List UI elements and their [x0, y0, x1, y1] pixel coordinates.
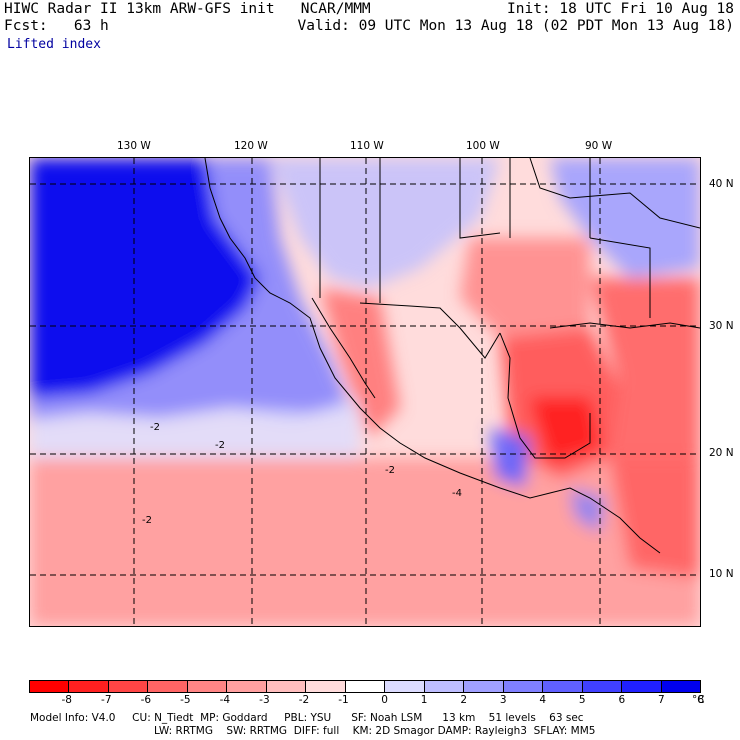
lon-label-130w: 130 W	[117, 140, 151, 152]
header-title: HIWC Radar II 13km ARW-GFS init NCAR/MMM	[4, 1, 371, 17]
colorbar-tick-label: -1	[338, 694, 349, 706]
colorbar-tick-label: 6	[618, 694, 626, 706]
colorbar-swatch	[543, 681, 583, 692]
colorbar-tick-label: 0	[381, 694, 388, 706]
colorbar-tick-label: -3	[259, 694, 270, 706]
contour-label: -2	[150, 422, 160, 433]
valid-time: Valid: 09 UTC Mon 13 Aug 18 (02 PDT Mon …	[297, 18, 735, 34]
colorbar-tick-label: 8	[697, 694, 705, 706]
colorbar-swatch	[385, 681, 425, 692]
colorbar-swatch	[30, 681, 70, 692]
colorbar-tick-label: 1	[420, 694, 428, 706]
lon-label-120w: 120 W	[234, 140, 268, 152]
colorbar-tick-label: -8	[61, 694, 72, 706]
colorbar-swatch	[266, 681, 307, 692]
contour-label: -4	[452, 488, 462, 499]
forecast-hour: Fcst: 63 h	[4, 18, 109, 34]
init-time: Init: 18 UTC Fri 10 Aug 18	[507, 1, 734, 17]
colorbar-swatch	[464, 681, 504, 692]
lat-label-20n: 20 N	[709, 447, 734, 459]
stable-pocket-central-america	[570, 488, 605, 533]
neutral-band	[30, 398, 360, 458]
lon-label-110w: 110 W	[350, 140, 384, 152]
colorbar-swatch	[306, 681, 346, 692]
colorbar-unit: °C	[692, 694, 705, 706]
colorbar-swatch	[622, 681, 662, 692]
map-canvas: -2 -2 -2 -4 -2	[30, 158, 700, 626]
colorbar-tick-label: -4	[219, 694, 231, 706]
stable-air-pacific	[30, 158, 260, 398]
colorbar-swatch	[227, 681, 267, 692]
lat-label-10n: 10 N	[709, 568, 734, 580]
colorbar-swatch	[503, 681, 544, 692]
colorbar-tick-label: -2	[298, 694, 310, 706]
field-name: Lifted index	[7, 37, 101, 52]
contour-label: -2	[215, 440, 225, 451]
colorbar	[29, 680, 701, 693]
stable-air-offshore	[30, 158, 350, 420]
contour-label: -2	[142, 515, 152, 526]
contour-label: -2	[385, 465, 395, 476]
colorbar-tick-label: 4	[539, 694, 547, 706]
coastlines	[204, 158, 700, 554]
colorbar-tick-label: 7	[657, 694, 665, 706]
colorbar-tick-label: 2	[460, 694, 467, 706]
colorbar-tick-label: -5	[180, 694, 191, 706]
colorbar-swatch	[661, 681, 700, 692]
colorbar-swatch	[582, 681, 623, 692]
model-info-line1: Model Info: V4.0 CU: N_Tiedt MP: Goddard…	[30, 712, 584, 724]
unstable-southern-plains	[460, 238, 590, 338]
lon-label-100w: 100 W	[466, 140, 500, 152]
lat-label-40n: 40 N	[709, 178, 734, 190]
colorbar-swatch	[69, 681, 109, 692]
stable-pocket-mexico	[490, 428, 530, 488]
stable-air-interior	[270, 158, 500, 288]
colorbar-swatch	[424, 681, 465, 692]
colorbar-tick-label: 5	[578, 694, 586, 706]
colorbar-swatch	[148, 681, 188, 692]
colorbar-tick-label: -6	[140, 694, 152, 706]
strong-instability-core	[530, 398, 600, 463]
lon-label-90w: 90 W	[585, 140, 613, 152]
map-grid	[30, 158, 700, 626]
colorbar-swatch	[108, 681, 149, 692]
model-info-line2: LW: RRTMG SW: RRTMG DIFF: full KM: 2D Sm…	[154, 725, 596, 737]
unstable-tropical-pacific	[30, 458, 700, 626]
lat-label-30n: 30 N	[709, 320, 734, 332]
lifted-index-map: -2 -2 -2 -4 -2	[29, 157, 701, 627]
colorbar-tick-label: 3	[499, 694, 507, 706]
colorbar-swatch	[187, 681, 228, 692]
colorbar-swatch	[345, 681, 386, 692]
stable-air-east	[550, 158, 700, 278]
colorbar-tick-label: -7	[101, 694, 112, 706]
unstable-southeast	[590, 278, 700, 578]
